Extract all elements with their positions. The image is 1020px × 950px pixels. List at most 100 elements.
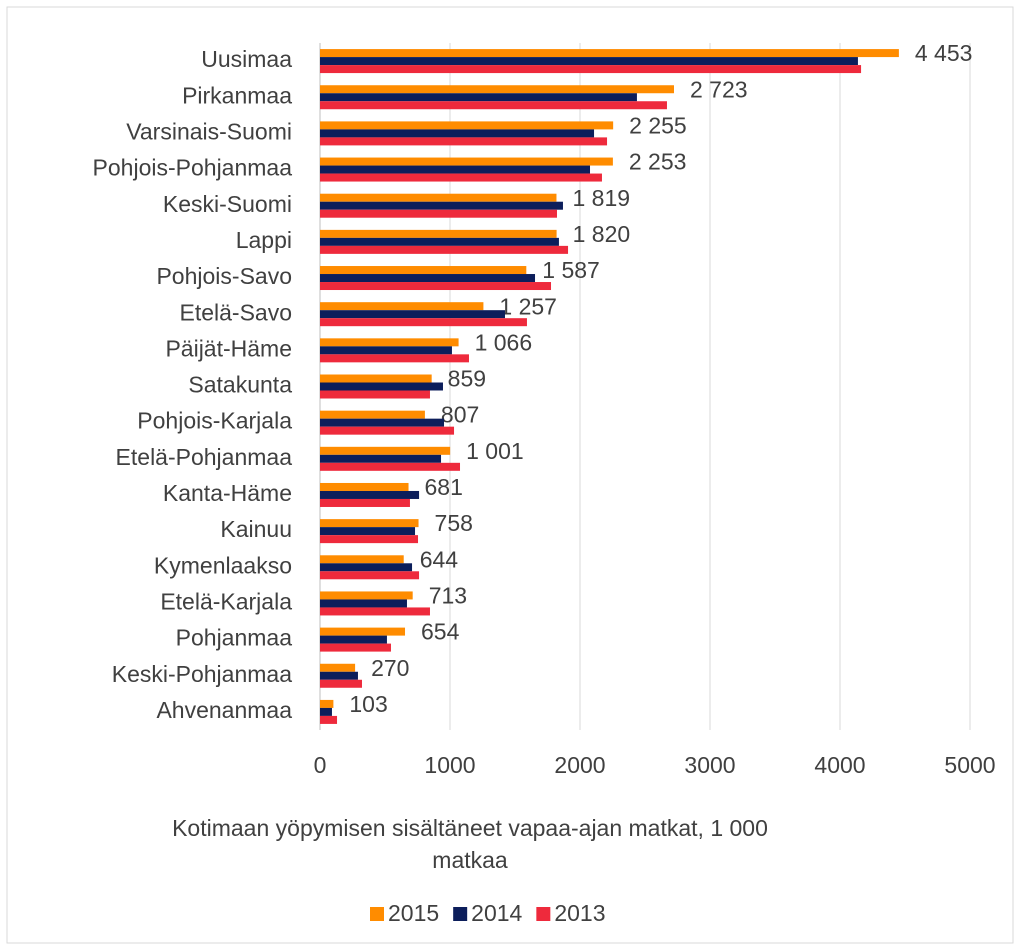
bar [320,157,613,166]
data-label: 2 723 [690,76,748,102]
x-axis-label: Kotimaan yöpymisen sisältäneet vapaa-aja… [172,815,768,873]
data-label: 1 587 [542,257,600,283]
y-tick-label: Keski-Suomi [163,191,292,217]
y-tick-label: Pirkanmaa [182,82,292,108]
bar [320,201,563,210]
data-label: 1 001 [466,438,524,464]
bar [320,599,407,608]
bar [320,498,410,507]
x-tick-label: 4000 [814,752,865,778]
bar [320,462,461,471]
bar [320,237,559,246]
bar [320,346,452,355]
bar [320,65,862,74]
data-label: 1 819 [572,185,630,211]
data-label: 654 [421,619,460,645]
data-label: 2 253 [629,149,687,175]
bar [320,49,899,58]
x-tick-label: 0 [314,752,327,778]
bar [320,607,430,616]
bar [320,519,419,528]
legend-label: 2013 [554,900,605,926]
y-tick-label: Etelä-Pohjanmaa [116,444,293,470]
bar [320,274,536,283]
data-label: 270 [371,655,409,681]
bar [320,715,338,724]
bar [320,410,425,419]
bar [320,302,484,311]
bar [320,85,674,94]
y-tick-label: Pohjois-Karjala [137,408,292,434]
y-tick-label: Keski-Pohjanmaa [112,661,292,687]
data-label: 681 [425,474,463,500]
data-label: 1 257 [499,293,557,319]
bar [320,93,637,102]
bar [320,454,442,463]
legend-swatch [536,907,551,921]
x-tick-label: 1000 [424,752,475,778]
y-tick-label: Kanta-Häme [163,480,292,506]
bar [320,266,527,275]
data-label: 644 [420,546,459,572]
y-tick-label: Satakunta [188,372,292,398]
legend-swatch [453,907,468,921]
data-label: 758 [435,510,473,536]
y-tick-label: Kainuu [220,516,292,542]
data-label: 4 453 [915,40,973,66]
bar [320,699,334,708]
bar [320,310,505,319]
bar [320,173,602,182]
y-tick-label: Varsinais-Suomi [126,118,292,144]
bar [320,426,455,435]
bar [320,374,432,383]
chart-border [6,6,1014,944]
legend-label: 2014 [471,900,522,926]
y-tick-label: Kymenlaakso [154,552,292,578]
y-tick-label: Ahvenanmaa [156,697,292,723]
bar [320,382,443,391]
x-tick-label: 5000 [944,752,995,778]
bar [320,446,451,455]
y-tick-label: Uusimaa [201,46,292,72]
bar [320,338,459,347]
bar [320,555,404,564]
x-tick-label: 2000 [554,752,605,778]
bar [320,390,430,399]
bar [320,229,557,238]
y-tick-label: Etelä-Savo [179,299,292,325]
bar [320,635,387,644]
y-tick-label: Etelä-Karjala [160,589,292,615]
data-label: 807 [441,402,479,428]
data-label: 2 255 [629,112,687,138]
bar [320,591,413,600]
bar [320,571,420,580]
bar [320,121,614,130]
bar [320,129,595,138]
bar [320,663,356,672]
bar [320,490,420,499]
bar [320,482,409,491]
x-tick-label: 3000 [684,752,735,778]
y-tick-label: Lappi [236,227,292,253]
bar [320,671,358,680]
bar [320,137,608,146]
y-tick-label: Pohjanmaa [176,625,293,651]
data-label: 859 [448,366,486,392]
bar [320,245,569,254]
bar [320,193,557,202]
bar [320,101,667,110]
bar [320,679,362,688]
y-tick-label: Pohjois-Savo [156,263,292,289]
data-label: 103 [349,691,387,717]
bar [320,627,406,636]
bar [320,563,413,572]
data-label: 1 066 [475,329,533,355]
legend-swatch [370,907,384,921]
bar [320,165,591,174]
bar [320,418,445,427]
bar [320,282,552,291]
bar [320,707,332,716]
bar [320,535,419,544]
